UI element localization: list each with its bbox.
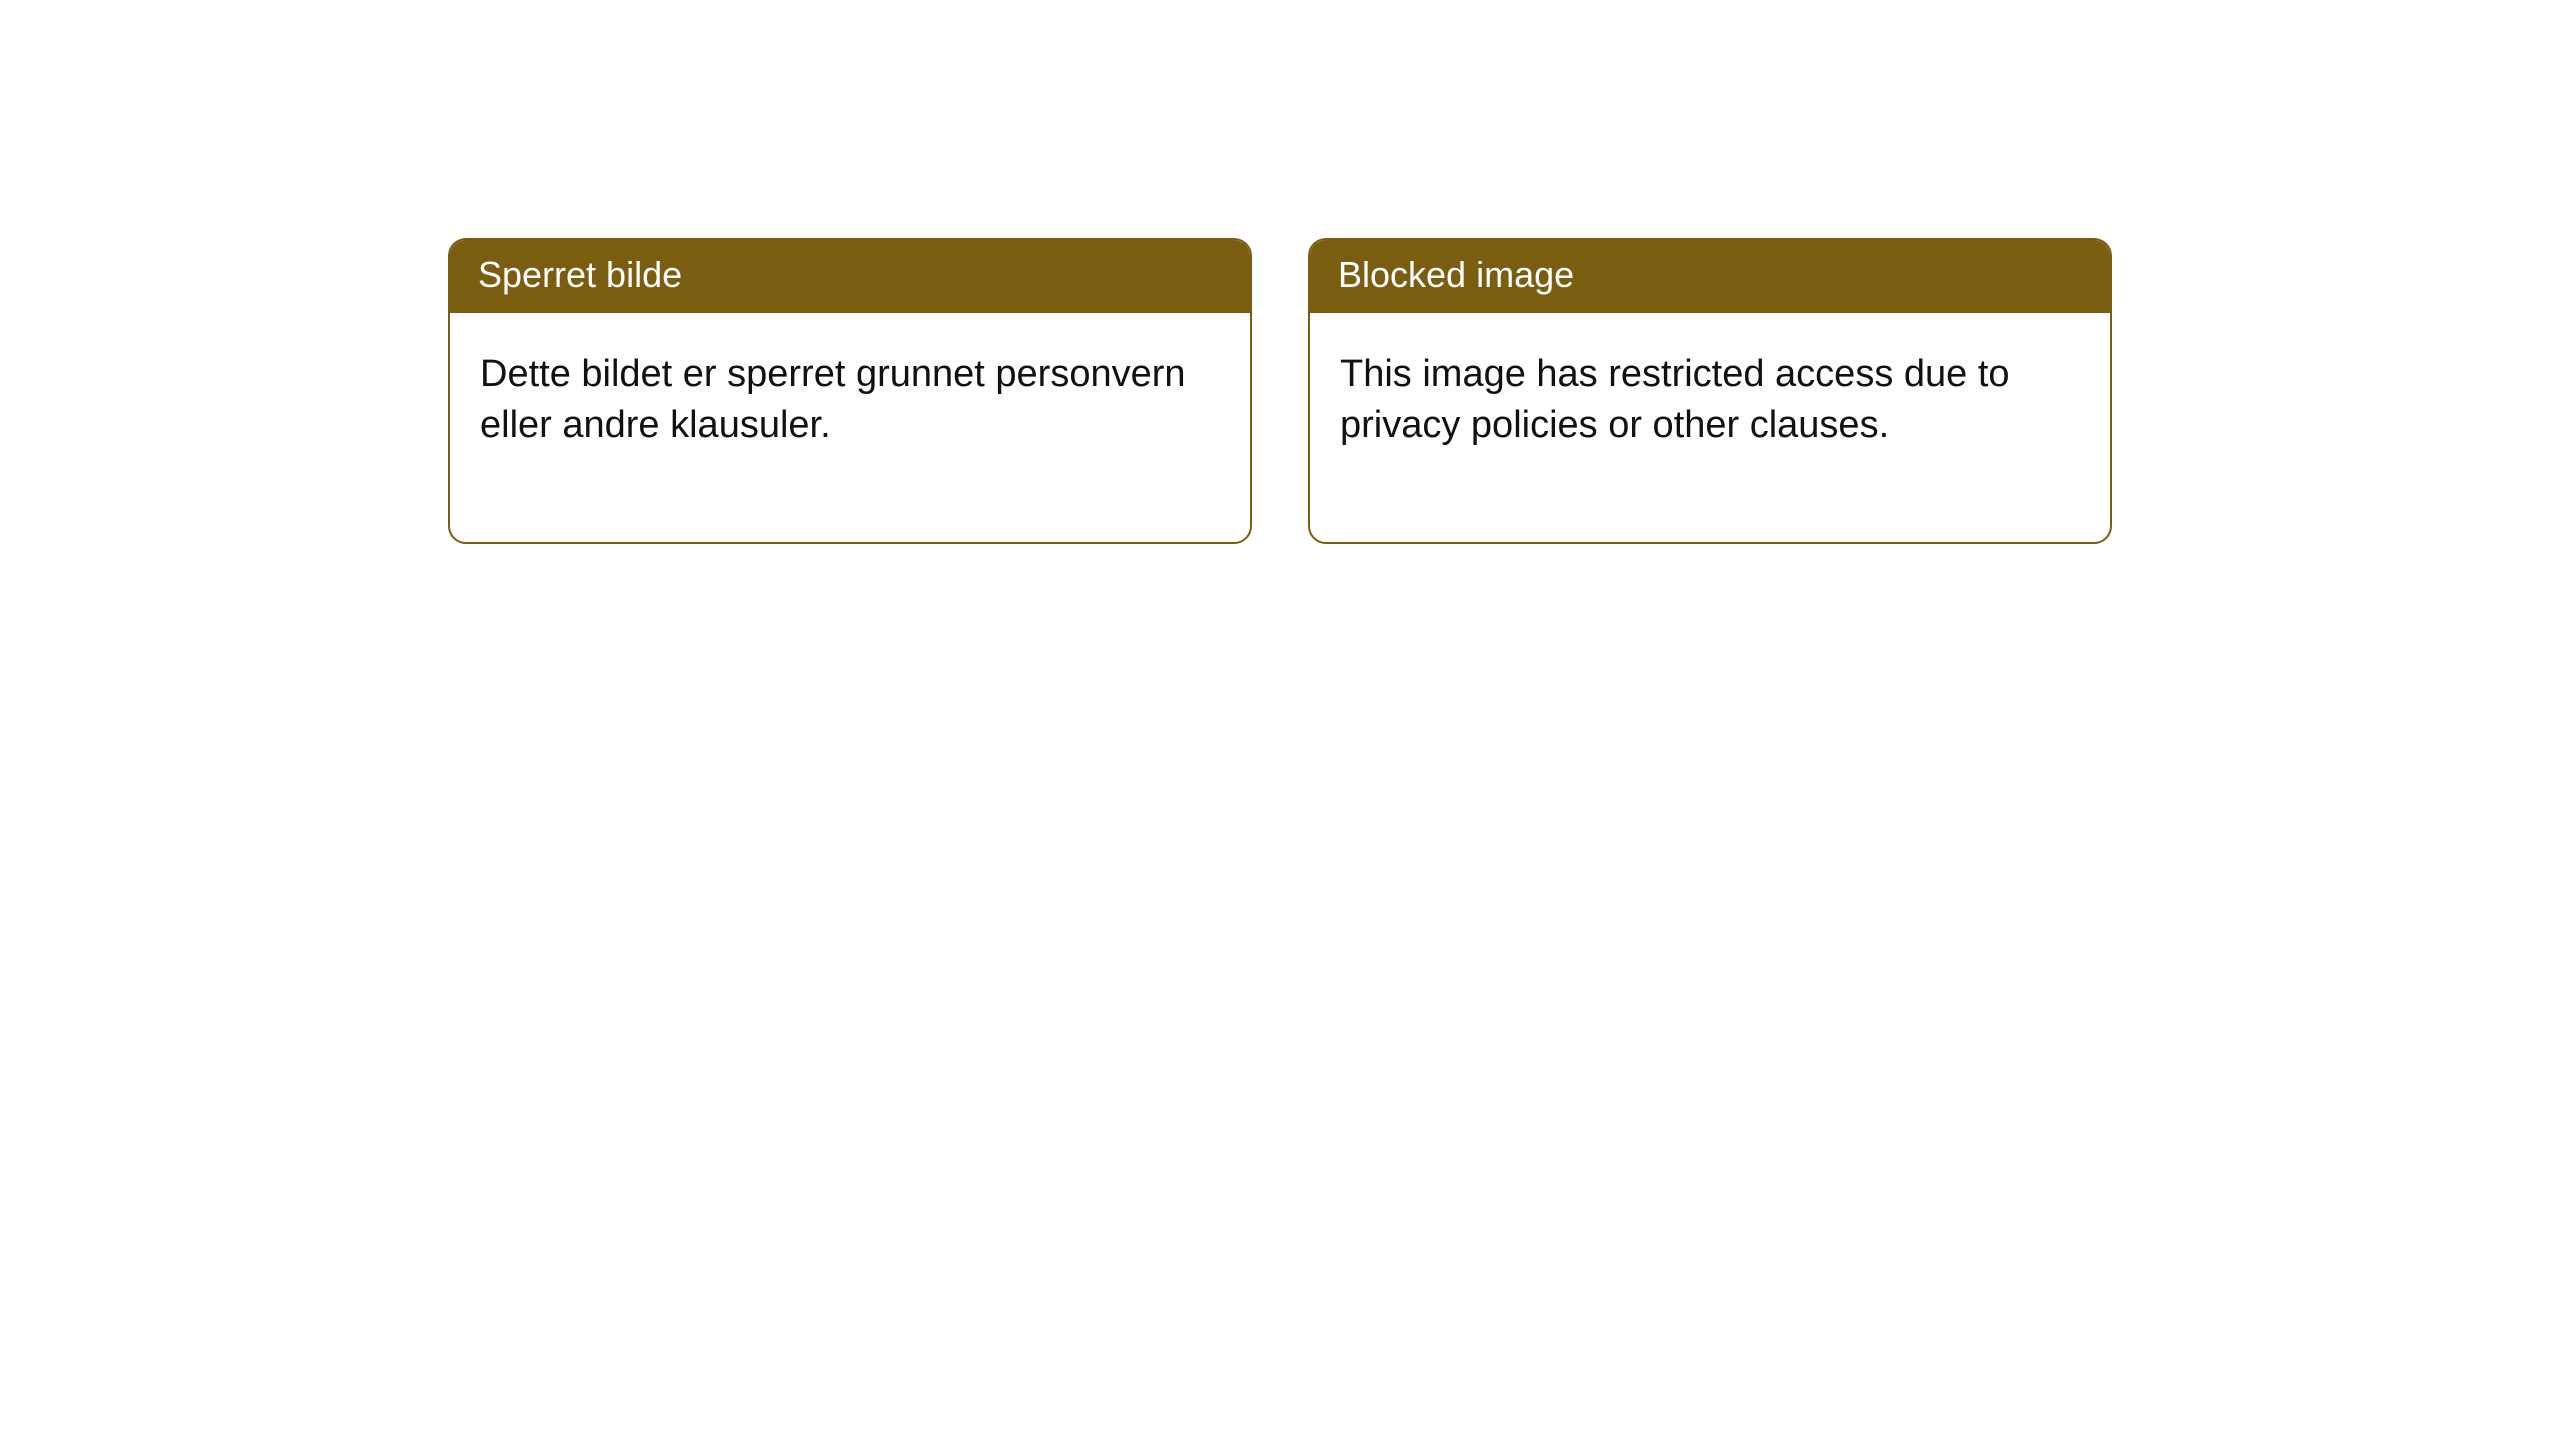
notice-title-english: Blocked image — [1310, 240, 2110, 313]
notice-body-english: This image has restricted access due to … — [1310, 313, 2110, 542]
notice-body-norwegian: Dette bildet er sperret grunnet personve… — [450, 313, 1250, 542]
notice-card-norwegian: Sperret bilde Dette bildet er sperret gr… — [448, 238, 1252, 544]
notice-card-english: Blocked image This image has restricted … — [1308, 238, 2112, 544]
notice-container: Sperret bilde Dette bildet er sperret gr… — [0, 0, 2560, 544]
notice-title-norwegian: Sperret bilde — [450, 240, 1250, 313]
